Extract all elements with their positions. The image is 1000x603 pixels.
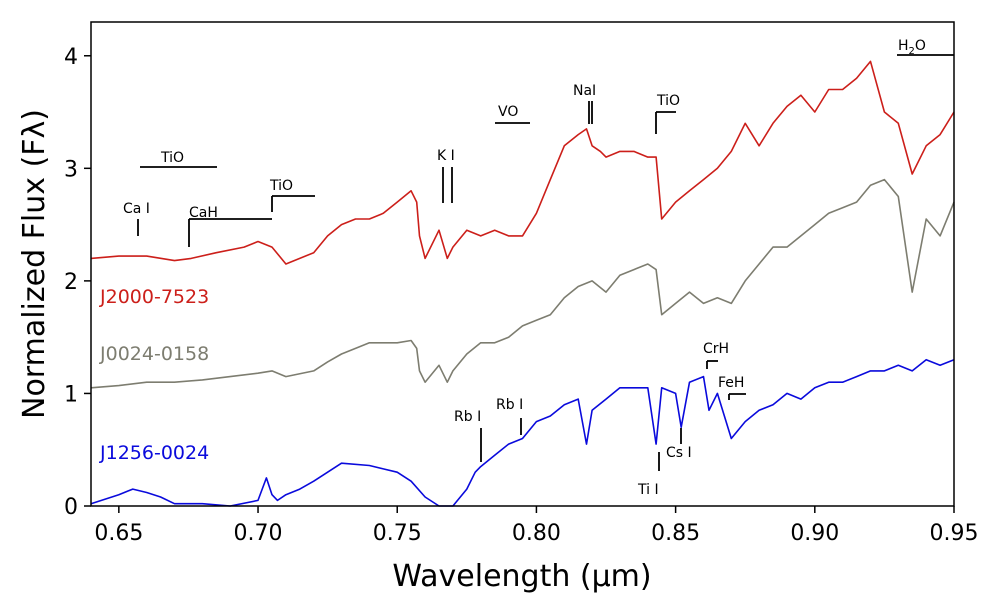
- annotation-tio-3: TiO: [656, 93, 680, 109]
- annotation-ca: Ca I: [123, 201, 150, 217]
- y-tick-label: 3: [64, 157, 78, 182]
- annotation-lines: [137, 54, 954, 471]
- series-line-j0024-0158: [90, 178, 955, 389]
- annotation-h2o: H2O: [898, 38, 926, 57]
- series-line-j1256-0024: [90, 358, 955, 507]
- x-tick-label: 0.65: [94, 521, 143, 546]
- x-axis-title: Wavelength (μm): [392, 559, 651, 594]
- y-tick-label: 1: [64, 382, 78, 407]
- y-tick-label: 2: [64, 270, 78, 295]
- annotation-feh: FeH: [718, 375, 744, 391]
- x-tick-label: 0.85: [651, 521, 700, 546]
- x-tick-label: 0.80: [512, 521, 561, 546]
- plot-frame: [90, 21, 955, 507]
- axes: 0.65 0.70 0.75 0.80 0.85 0.90 0.95 0 1 2 3 4: [64, 45, 978, 546]
- annotation-cah: CaH: [189, 205, 218, 221]
- plot-area: [90, 21, 955, 507]
- series-label-j1256: J1256-0024: [99, 442, 209, 464]
- series-layer: [90, 60, 955, 507]
- annotation-tio-1: TiO: [160, 150, 184, 166]
- y-tick-label: 4: [64, 45, 78, 70]
- annotation-rb-1: Rb I: [454, 409, 481, 425]
- y-tick-label: 0: [64, 495, 78, 520]
- x-tick-label: 0.75: [373, 521, 422, 546]
- annotation-vo: VO: [498, 104, 518, 120]
- y-axis-title: Normalized Flux (Fλ): [17, 109, 52, 419]
- annotation-na: NaI: [573, 83, 596, 99]
- annotation-ti: Ti I: [637, 482, 659, 498]
- series-line-j2000-7523: [90, 60, 955, 265]
- annotation-rb-2: Rb I: [496, 397, 523, 413]
- series-label-j0024: J0024-0158: [99, 343, 209, 365]
- annotation-tio-2: TiO: [269, 178, 293, 194]
- annotation-crh: CrH: [703, 341, 729, 357]
- series-label-j2000: J2000-7523: [99, 286, 209, 308]
- annotation-cs: Cs I: [666, 445, 692, 461]
- annotation-k: K I: [437, 148, 455, 164]
- x-tick-label: 0.95: [930, 521, 979, 546]
- x-tick-label: 0.90: [790, 521, 839, 546]
- x-tick-label: 0.70: [234, 521, 283, 546]
